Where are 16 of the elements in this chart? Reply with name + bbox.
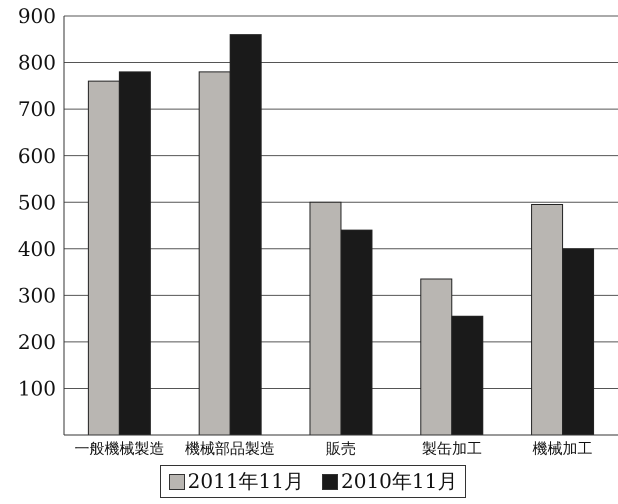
x-tick-label: 一般機械製造 [74,440,164,458]
x-tick-label: 機械部品製造 [185,440,276,458]
y-tick-label: 300 [18,283,56,308]
legend-label: 2010年11月 [340,468,458,495]
y-tick-label: 200 [18,330,56,354]
y-tick-label: 100 [18,376,56,401]
x-tick-label: 販売 [326,440,356,458]
y-tick-label: 700 [18,97,56,122]
y-tick-label: 900 [18,4,56,28]
y-tick-label: 600 [18,144,56,168]
y-tick-label: 800 [18,50,56,75]
y-tick-label: 500 [18,190,56,214]
x-tick-label: 製缶加工 [422,440,482,458]
x-tick-label: 機械加工 [532,440,593,458]
y-tick-label: 400 [18,236,56,261]
legend-label: 2011年11月 [186,468,304,495]
